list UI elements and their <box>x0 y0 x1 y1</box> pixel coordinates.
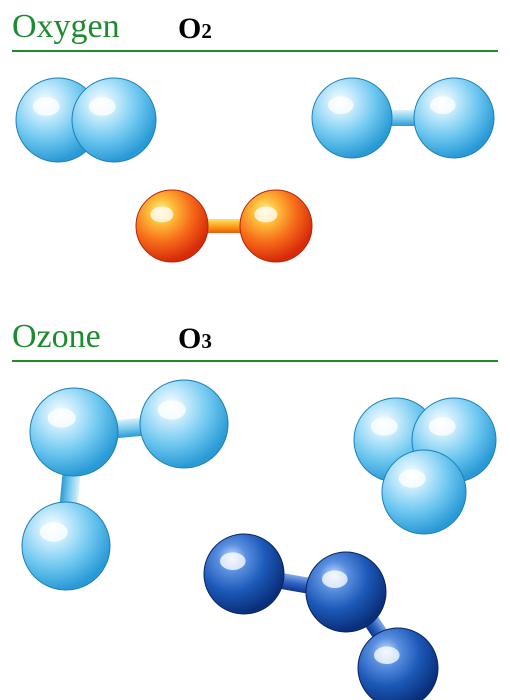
atom <box>414 78 494 158</box>
atom <box>358 628 438 700</box>
molecule-o2-bonded-blue <box>312 78 494 158</box>
atom-highlight <box>254 207 277 223</box>
atom-highlight <box>399 469 426 487</box>
diagram-canvas: OxygenO2OzoneO3 <box>0 0 510 700</box>
atom <box>240 190 312 262</box>
atom-highlight <box>89 97 116 115</box>
atom <box>136 190 208 262</box>
atom-highlight <box>220 552 246 570</box>
atom <box>312 78 392 158</box>
atom-highlight <box>374 646 400 664</box>
molecule-o2-bonded-orange <box>136 190 312 262</box>
molecule-layer <box>0 0 510 700</box>
atom <box>204 534 284 614</box>
molecule-o2-overlap <box>16 78 156 162</box>
atom-highlight <box>158 400 186 419</box>
molecule-o3-bonded-darkblue <box>204 534 438 700</box>
atom <box>382 450 466 534</box>
bond <box>202 219 246 233</box>
atom <box>306 552 386 632</box>
atom-highlight <box>150 207 173 223</box>
molecule-o3-overlap <box>354 398 496 534</box>
atom-highlight <box>48 408 76 427</box>
atom-highlight <box>430 96 456 114</box>
atom <box>22 502 110 590</box>
atom-highlight <box>371 417 398 435</box>
atom-highlight <box>33 97 60 115</box>
molecule-o3-bonded-lightblue <box>22 380 228 590</box>
atom-highlight <box>322 570 348 588</box>
atom <box>140 380 228 468</box>
atom-highlight <box>40 522 68 541</box>
atom <box>30 388 118 476</box>
atom <box>72 78 156 162</box>
atom-highlight <box>328 96 354 114</box>
atom-highlight <box>429 417 456 435</box>
